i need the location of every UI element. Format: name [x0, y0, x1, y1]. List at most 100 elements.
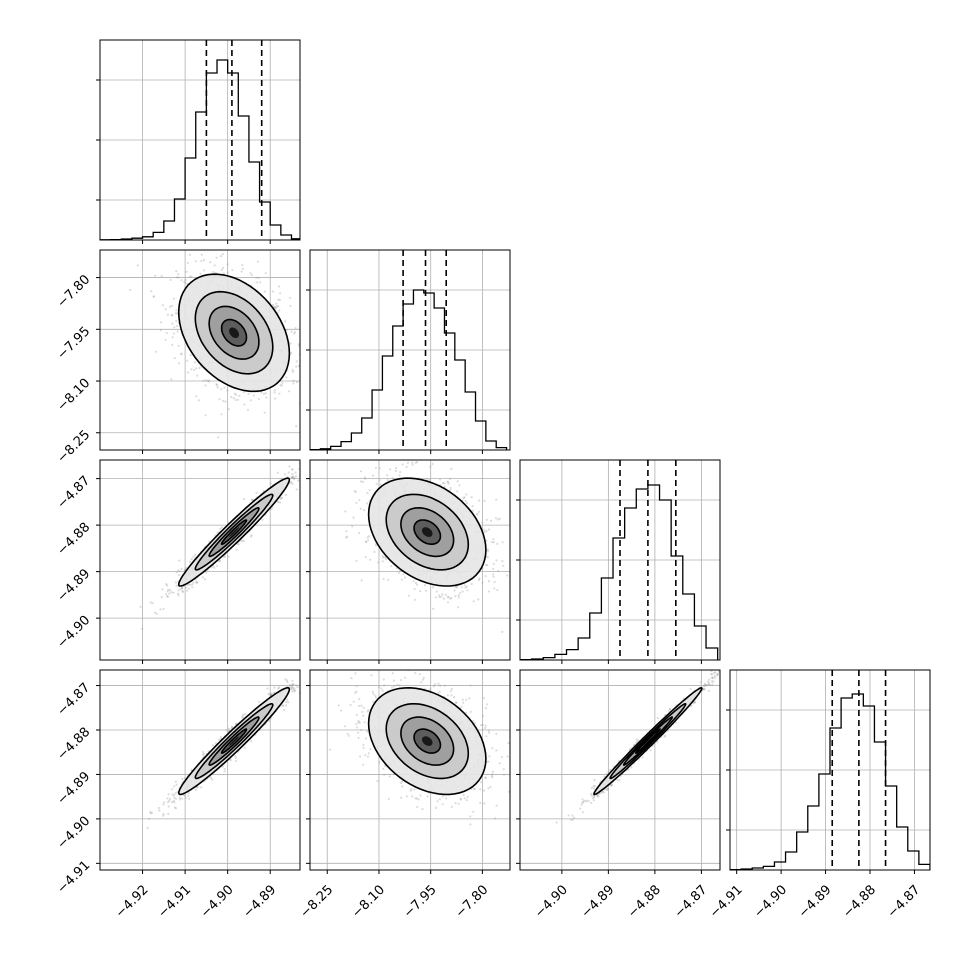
scatter-point [162, 607, 165, 611]
scatter-point [246, 408, 250, 411]
scatter-point [177, 344, 180, 347]
scatter-point [282, 704, 285, 707]
scatter-point [174, 780, 177, 783]
scatter-point [218, 398, 221, 401]
scatter-point [471, 505, 474, 508]
scatter-point [466, 589, 469, 592]
scatter-point [461, 590, 464, 593]
scatter-point [291, 473, 294, 476]
scatter-point [160, 596, 163, 599]
histogram-panel [96, 39, 301, 244]
scatter-point [250, 498, 253, 501]
scatter-point [290, 476, 293, 480]
scatter-point [205, 571, 208, 574]
scatter-point [293, 332, 296, 335]
scatter-point [174, 807, 178, 810]
scatter-point [161, 588, 164, 591]
scatter-point [290, 480, 293, 484]
scatter-point [223, 770, 226, 773]
scatter-point [173, 785, 176, 788]
scatter-point [390, 565, 393, 568]
scatter-point [487, 528, 491, 531]
scatter-point [353, 489, 356, 493]
scatter-point [276, 304, 279, 308]
scatter-point [291, 468, 294, 471]
scatter-point [442, 482, 445, 485]
scatter-point [278, 686, 281, 689]
scatter-point [215, 256, 218, 259]
scatter-point [183, 568, 186, 572]
scatter-point [178, 570, 181, 573]
histogram-steps [310, 289, 508, 450]
scatter-point [237, 543, 240, 546]
scatter-point [173, 794, 176, 797]
scatter-point [178, 362, 181, 365]
scatter-point [496, 589, 499, 592]
scatter-point [277, 305, 280, 308]
scatter-point [190, 275, 193, 278]
scatter-point [484, 575, 487, 578]
scatter-point [290, 352, 293, 355]
scatter-point [514, 542, 516, 544]
density-level [229, 327, 239, 338]
scatter-point [306, 462, 308, 464]
scatter-point [289, 684, 292, 687]
scatter-point [186, 589, 189, 592]
scatter-point [447, 482, 450, 485]
scatter-point [289, 304, 292, 307]
scatter-point [402, 573, 405, 576]
scatter-point [289, 481, 292, 484]
scatter-point [154, 350, 157, 353]
scatter-point [456, 490, 459, 493]
scatter-point [297, 343, 300, 346]
scatter-point [414, 461, 417, 464]
scatter-point [235, 760, 238, 763]
scatter-point [281, 496, 284, 499]
scatter-point [481, 581, 484, 584]
scatter-point [273, 391, 276, 394]
scatter-point [359, 470, 363, 473]
scatter-point [414, 443, 416, 445]
scatter-point [291, 468, 294, 471]
scatter-point [221, 266, 224, 270]
scatter-point [398, 474, 401, 477]
scatter-point [423, 584, 426, 587]
scatter-point [270, 692, 273, 695]
panel-frame [309, 459, 511, 661]
scatter-point [492, 575, 495, 578]
scatter-point [160, 275, 163, 278]
scatter-point [449, 597, 452, 600]
scatter-point [230, 396, 233, 399]
scatter-point [186, 359, 189, 362]
scatter-point [175, 319, 178, 323]
scatter-point [277, 298, 280, 301]
scatter-point [407, 594, 410, 597]
scatter-point [295, 488, 298, 491]
scatter-point [394, 469, 397, 473]
scatter-point [194, 367, 198, 370]
scatter-point [243, 746, 247, 749]
scatter-point [501, 630, 504, 634]
scatter-point [190, 368, 193, 371]
scatter-point [485, 530, 488, 533]
scatter-point [165, 584, 169, 587]
scatter-point [184, 281, 187, 284]
scatter-point [463, 584, 466, 587]
scatter-point [250, 274, 253, 277]
scatter-point [271, 290, 274, 293]
scatter-point [471, 509, 474, 512]
scatter-point [315, 373, 317, 375]
scatter-point [235, 393, 238, 396]
scatter-point [243, 403, 246, 406]
scatter-point [383, 445, 385, 447]
scatter-point [191, 586, 194, 589]
scatter-point [302, 470, 304, 472]
scatter-point [190, 768, 193, 771]
scatter-point [384, 557, 387, 561]
scatter-point [175, 270, 178, 273]
scatter-point [293, 690, 296, 693]
scatter-point [250, 534, 253, 537]
scatter-point [366, 502, 369, 505]
scatter-point [141, 627, 144, 630]
scatter-point [492, 562, 495, 566]
